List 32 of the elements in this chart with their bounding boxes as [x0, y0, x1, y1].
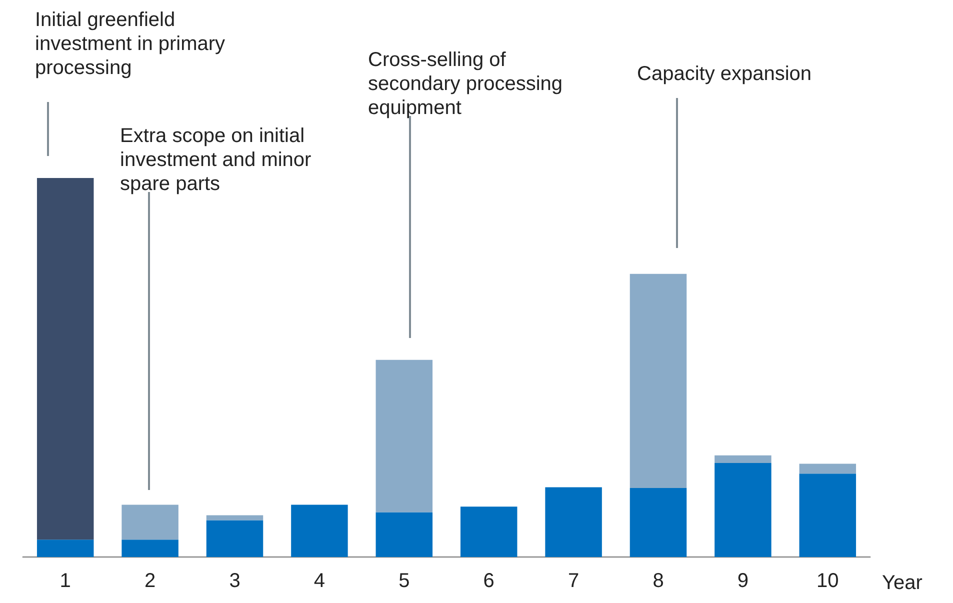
x-tick-label: 7 — [568, 570, 580, 592]
text: Cross-selling of secondary processing equipment — [368, 48, 564, 120]
bar — [291, 504, 348, 557]
bar — [36, 540, 94, 557]
x-tick-label: 6 — [483, 570, 494, 592]
bar — [545, 487, 602, 557]
x-tick-label: 8 — [652, 570, 664, 592]
bar — [799, 464, 856, 474]
x-tick-label: 2 — [144, 570, 156, 592]
bar — [799, 474, 856, 557]
bar — [206, 515, 264, 520]
bar — [36, 178, 94, 540]
bar — [630, 274, 687, 488]
bar — [714, 463, 772, 557]
annotation: Extra scope on initial investment and minor spare parts — [120, 124, 312, 196]
bar — [122, 504, 178, 540]
bar — [376, 512, 433, 557]
bar — [122, 540, 178, 557]
text: Initial greenfield investment in primary processing — [35, 8, 226, 80]
bar — [206, 520, 264, 557]
bar — [714, 455, 772, 464]
text: Capacity expansion — [637, 62, 813, 86]
bar — [460, 506, 518, 557]
x-tick-label: 9 — [737, 570, 749, 592]
bar — [630, 488, 687, 557]
x-tick-label: 5 — [398, 570, 410, 592]
x-tick-label: 4 — [314, 570, 326, 592]
x-tick-label: 1 — [60, 570, 71, 592]
bar — [376, 360, 433, 512]
x-axis-title: Year — [882, 572, 923, 594]
x-tick-label: 10 — [816, 570, 839, 592]
x-tick-label: 3 — [229, 570, 240, 592]
